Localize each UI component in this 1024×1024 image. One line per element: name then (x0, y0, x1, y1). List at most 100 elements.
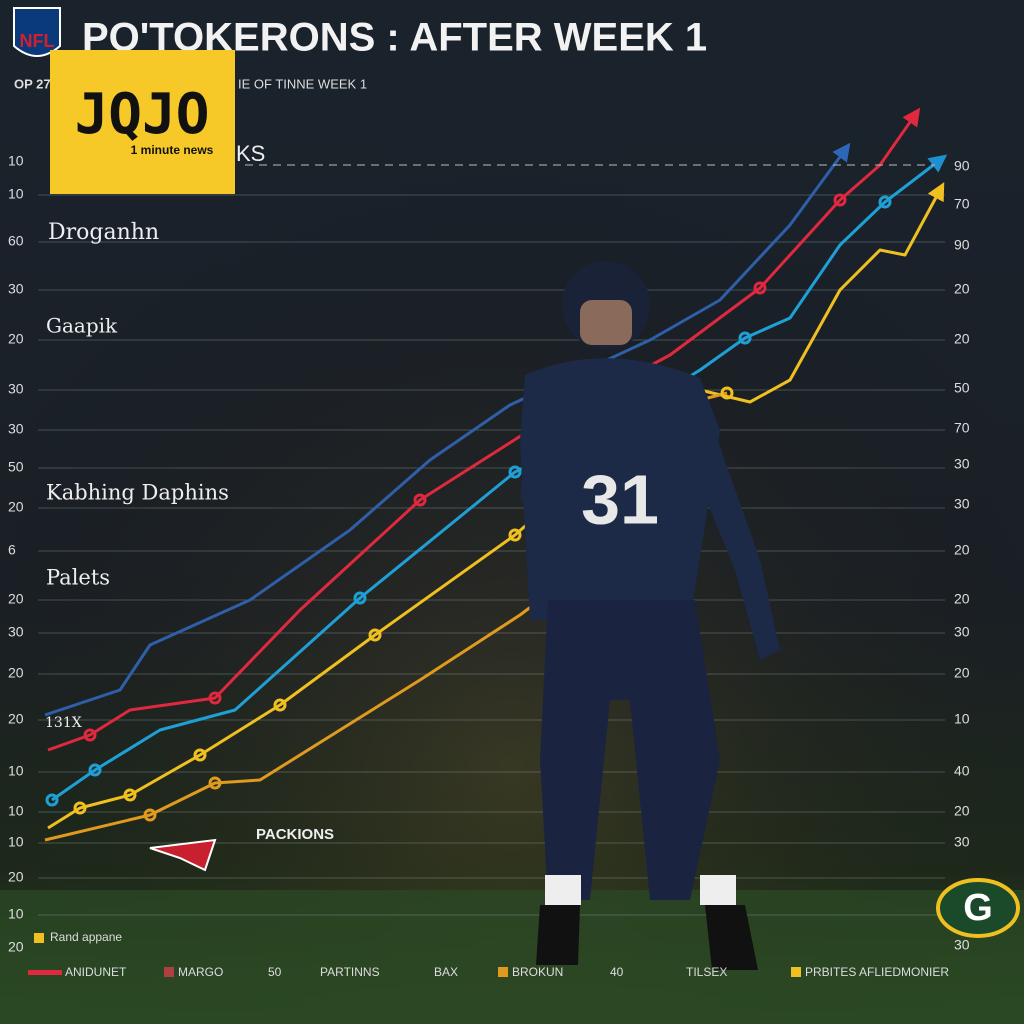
left-axis-label: 20 (8, 711, 24, 727)
marker (83, 728, 97, 742)
line-markers (45, 193, 892, 822)
left-axis-label: 10 (8, 186, 24, 202)
legend-label: Rand appane (50, 930, 122, 944)
legend-label: TILSEX (686, 965, 727, 979)
left-axis-label: 10 (8, 763, 24, 779)
subtitle: IE OF TINNE WEEK 1 (238, 76, 367, 91)
marker (73, 801, 87, 815)
legend-swatch (28, 970, 62, 975)
marker (353, 591, 367, 605)
marker (413, 493, 427, 507)
legend-label: PARTINNS (320, 965, 380, 979)
left-axis-label: 10 (8, 906, 24, 922)
left-axis-label: 30 (8, 421, 24, 437)
badge-brand: JQJO (75, 82, 210, 147)
right-axis-label: 70 (954, 420, 970, 436)
line-labels: Droganhn Gaapik Kabhing Daphins Palets 1… (45, 220, 229, 731)
marker (720, 386, 734, 400)
marker (123, 788, 137, 802)
left-axis-label: 10 (8, 153, 24, 169)
right-axis-label: 20 (954, 542, 970, 558)
right-axis-label: 90 (954, 237, 970, 253)
right-axis-label: 40 (954, 763, 970, 779)
marker (208, 776, 222, 790)
marker (88, 763, 102, 777)
legend-label: 40 (610, 965, 624, 979)
marker (143, 808, 157, 822)
logo-letter: G (963, 887, 993, 929)
patriots-logo (149, 838, 217, 872)
left-axis-label: 30 (8, 381, 24, 397)
right-axis-label: 10 (954, 711, 970, 727)
field (0, 890, 1024, 1024)
right-axis-label: 30 (954, 456, 970, 472)
legend: ANIDUNET MARGO 50 PARTINNS BAX BROKUN 40 TILSEX… (28, 965, 949, 979)
red-line (47, 107, 921, 752)
left-axis-label: 30 (8, 624, 24, 640)
marker (45, 793, 59, 807)
marker (273, 698, 287, 712)
player: 31 (520, 261, 780, 970)
badge-tagline: 1 minute news (131, 143, 214, 157)
left-axis-label: 30 (8, 281, 24, 297)
right-axis-label: 20 (954, 591, 970, 607)
grid: 10 10 60 30 20 30 30 50 20 6 20 30 20 20 10 10 10 20 10 20 9… (8, 153, 970, 955)
marker (508, 528, 522, 542)
right-axis-label: 50 (954, 380, 970, 396)
blue-line (44, 142, 851, 717)
left-axis-label: 6 (8, 542, 16, 558)
badge: JQJO 1 minute news (50, 50, 235, 194)
jersey-number: 31 (581, 460, 659, 538)
team-label: 131X (45, 715, 82, 731)
left-axis-label: 20 (8, 665, 24, 681)
left-axis-label: 10 (8, 803, 24, 819)
marker (833, 193, 847, 207)
legend-label: BROKUN (512, 965, 563, 979)
team-label: Palets (46, 566, 110, 590)
right-axis-label: 20 (954, 331, 970, 347)
right-axis-label: 20 (954, 665, 970, 681)
left-axis-label: 60 (8, 233, 24, 249)
right-axis-label: 70 (954, 196, 970, 212)
marker (738, 331, 752, 345)
team-label: Gaapik (46, 314, 118, 338)
marker (753, 281, 767, 295)
nfl-shield: NFL (13, 7, 61, 57)
right-axis-label: 30 (954, 937, 970, 953)
right-axis-label: 20 (954, 281, 970, 297)
legend-swatch (791, 967, 801, 977)
left-axis-label: 20 (8, 591, 24, 607)
marker (368, 628, 382, 642)
team-label: Droganhn (48, 220, 159, 245)
left-axis-label: 20 (8, 869, 24, 885)
legend-label: 50 (268, 965, 282, 979)
marker (193, 748, 207, 762)
legend-swatch (498, 967, 508, 977)
marker (208, 691, 222, 705)
team-label: PACKIONS (256, 826, 334, 843)
left-axis-label: 50 (8, 459, 24, 475)
left-axis-label: 20 (8, 939, 24, 955)
logo: NFL (20, 31, 55, 51)
left-axis-label: 20 (8, 499, 24, 515)
right-axis-label: 30 (954, 834, 970, 850)
left-axis-label: 20 (8, 331, 24, 347)
marker (508, 465, 522, 479)
right-axis-label: 20 (954, 803, 970, 819)
legend-swatch (164, 967, 174, 977)
marker (878, 195, 892, 209)
legend-label: MARGO (178, 965, 223, 979)
legend-label: BAX (434, 965, 458, 979)
right-axis-label: 30 (954, 496, 970, 512)
right-axis-label: 90 (954, 158, 970, 174)
subtitle: OP 27 (14, 76, 51, 91)
right-axis-label: 30 (954, 624, 970, 640)
legend-label: ANIDUNET (65, 965, 127, 979)
legend-swatch (34, 933, 44, 943)
packers-logo: G (936, 878, 1020, 938)
team-label: Kabhing Daphins (46, 481, 229, 505)
left-axis-label: 10 (8, 834, 24, 850)
legend-label: PRBITES AFLIEDMONIER (805, 965, 949, 979)
